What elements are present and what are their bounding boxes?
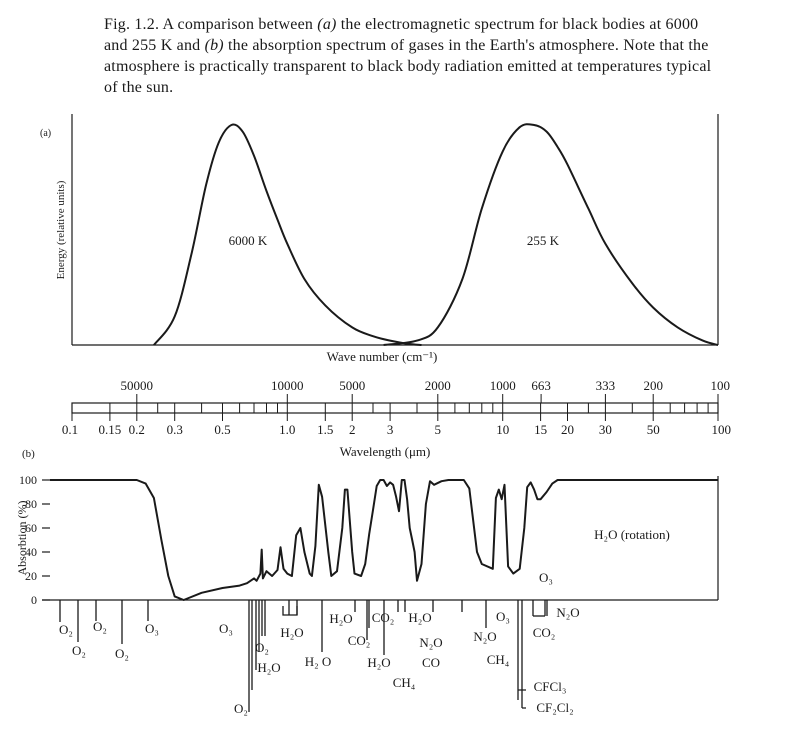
wavelength-tick-label: 0.15 — [99, 422, 122, 437]
caption-suffix: the absorption spectrum of gases in the … — [104, 37, 712, 96]
wave-number-tick-label: 5000 — [339, 378, 365, 393]
wavelength-tick-label: 50 — [647, 422, 660, 437]
band-label: O₂ — [72, 643, 86, 658]
wave-number-tick-label: 1000 — [490, 378, 516, 393]
wavelength-tick-label: 0.2 — [129, 422, 145, 437]
band-label: H₂O — [408, 610, 431, 625]
band-label: O₃ — [496, 609, 510, 624]
band-label: O₂ — [59, 622, 73, 637]
band-label: H₂O — [280, 625, 303, 640]
panel-b: (b) Absorbtion (%) 0 20 40 60 80 100 H₂O (rot… — [15, 448, 719, 716]
wavelength-tick-label: 1.5 — [317, 422, 333, 437]
wavelength-tick-label: 0.3 — [167, 422, 183, 437]
band-label: CH₄ — [393, 675, 416, 690]
band-label: O₂ — [93, 619, 107, 634]
wavelength-tick-label: 5 — [435, 422, 442, 437]
absorption-axis-label: Absorbtion (%) — [15, 501, 29, 576]
band-leader — [518, 689, 526, 709]
band-label: N₂O — [556, 605, 579, 620]
band-label: CFCl₃ — [534, 679, 567, 694]
wavelength-tick-label: 15 — [534, 422, 547, 437]
band-label: O₃ — [219, 621, 233, 636]
wavelength-tick-label: 20 — [561, 422, 574, 437]
absorption-tick-label: 100 — [19, 473, 37, 487]
band-label: H₂O — [367, 655, 390, 670]
panel-a: (a) Energy (relative units) 6000 K 255 K… — [40, 114, 719, 364]
band-label: O₃ — [145, 621, 159, 636]
wave-number-tick-label: 100 — [711, 378, 731, 393]
band-label: H₂O — [329, 611, 352, 626]
band-label: CO₂ — [372, 610, 395, 625]
wave-number-tick-label: 2000 — [425, 378, 451, 393]
band-label: CO₂ — [533, 625, 556, 640]
wave-number-tick-label: 200 — [643, 378, 663, 393]
caption-label-b: (b) — [204, 37, 224, 54]
wavelength-tick-label: 100 — [712, 422, 732, 437]
wavelength-tick-label: 2 — [349, 422, 356, 437]
wave-number-tick-label: 333 — [596, 378, 616, 393]
absorption-curve — [50, 479, 718, 601]
wavelength-label: Wavelength (μm) — [340, 444, 431, 459]
band-bracket — [282, 606, 298, 616]
absorption-tick-label: 60 — [25, 521, 37, 535]
scale-bar: 50000 10000 5000 2000 1000 663 333 200 100 0.1 0.… — [62, 378, 731, 459]
wave-number-tick-label: 663 — [531, 378, 551, 393]
band-label: N₂O — [419, 635, 442, 650]
wave-number-label: Wave number (cm⁻¹) — [327, 349, 438, 364]
label-255k: 255 K — [527, 233, 560, 248]
caption-middle: the electromagnetic spectrum for black b… — [104, 16, 699, 54]
wave-number-tick-label: 10000 — [271, 378, 304, 393]
panel-b-label: (b) — [22, 448, 35, 460]
absorption-tick-label: 80 — [25, 497, 37, 511]
absorption-ticks: 0 20 40 60 80 100 — [19, 473, 50, 607]
wavelength-tick-label: 10 — [496, 422, 509, 437]
band-label: O₂ — [255, 640, 269, 655]
wavelength-tick-label: 30 — [599, 422, 612, 437]
absorption-tick-label: 20 — [25, 569, 37, 583]
figure-caption: Fig. 1.2. A comparison between (a) the e… — [104, 14, 714, 98]
band-label: O₃ — [539, 570, 553, 585]
wave-number-tick-labels: 50000 10000 5000 2000 1000 663 333 200 100 — [121, 378, 730, 403]
band-label: CH₄ — [487, 652, 510, 667]
wave-number-tick-label: 50000 — [121, 378, 154, 393]
caption-prefix: Fig. 1.2. A comparison between — [104, 16, 318, 33]
curve-6000k — [153, 123, 422, 346]
wavelength-tick-label: 0.1 — [62, 422, 78, 437]
band-label: H₂O — [257, 660, 280, 675]
energy-axis-label: Energy (relative units) — [55, 180, 67, 279]
absorption-tick-label: 0 — [31, 593, 37, 607]
band-label: CO — [422, 655, 440, 670]
band-label: N₂O — [473, 629, 496, 644]
scale-bar-frame — [71, 402, 719, 414]
wavelength-tick-label: 0.5 — [214, 422, 230, 437]
wavelength-tick-label: 1.0 — [279, 422, 295, 437]
band-label: CF₂Cl₂ — [536, 700, 573, 715]
band-label: CO₂ — [348, 633, 371, 648]
curve-255k — [383, 123, 719, 346]
absorption-tick-label: 40 — [25, 545, 37, 559]
band-label: H₂ O — [305, 654, 332, 669]
h2o-rotation-label: H₂O (rotation) — [594, 527, 670, 542]
wavelength-tick-label: 3 — [387, 422, 394, 437]
wavelength-tick-labels: 0.1 0.15 0.2 0.3 0.5 1.0 1.5 2 3 5 10 15 20 30 50 100 — [62, 413, 731, 437]
panel-a-label: (a) — [40, 128, 51, 139]
label-6000k: 6000 K — [229, 233, 268, 248]
band-label: O₂ — [234, 701, 248, 716]
scale-bar-ticks — [71, 403, 719, 413]
caption-label-a: (a) — [317, 16, 337, 33]
band-label: O₂ — [115, 646, 129, 661]
